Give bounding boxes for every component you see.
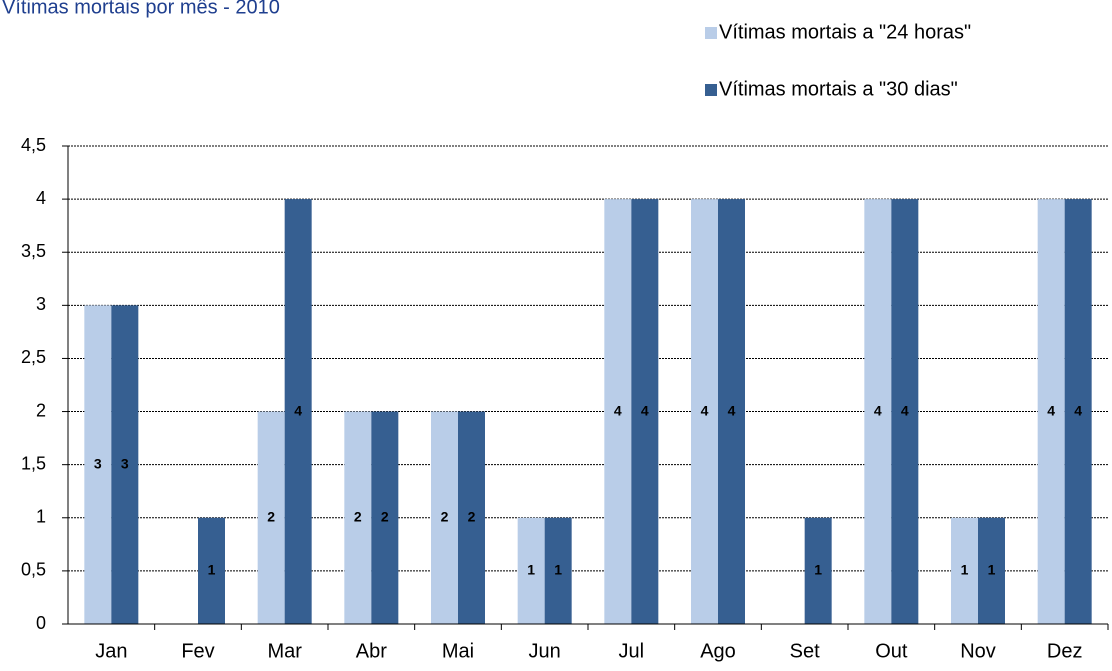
y-tick-label: 3,5 xyxy=(21,241,46,261)
y-tick-label: 4,5 xyxy=(21,135,46,155)
legend-label: Vítimas mortais a "24 horas" xyxy=(719,21,971,43)
data-label: 4 xyxy=(1047,402,1055,418)
bar xyxy=(84,305,112,624)
y-tick-label: 2 xyxy=(36,400,46,420)
bar xyxy=(604,199,632,624)
y-tick-label: 1,5 xyxy=(21,453,46,473)
x-tick-label: Mai xyxy=(442,640,474,662)
data-label: 2 xyxy=(468,508,476,524)
data-label: 4 xyxy=(1074,402,1082,418)
bar xyxy=(978,517,1005,624)
data-label: 4 xyxy=(728,402,736,418)
x-tick-label: Jul xyxy=(619,640,645,662)
x-tick-label: Fev xyxy=(181,640,214,662)
bar xyxy=(864,199,892,624)
x-tick-label: Out xyxy=(875,640,908,662)
data-label: 1 xyxy=(527,562,535,578)
legend-label: Vítimas mortais a "30 dias" xyxy=(719,78,958,100)
data-label: 4 xyxy=(294,402,302,418)
y-tick-label: 4 xyxy=(36,188,46,208)
data-label: 1 xyxy=(988,562,996,578)
data-label: 2 xyxy=(354,508,362,524)
x-tick-label: Dez xyxy=(1047,640,1083,662)
data-label: 2 xyxy=(267,508,275,524)
data-label: 4 xyxy=(701,402,709,418)
x-tick-label: Mar xyxy=(267,640,302,662)
x-tick-label: Set xyxy=(790,640,820,662)
bar xyxy=(1064,199,1092,624)
data-label: 4 xyxy=(614,402,622,418)
bar xyxy=(344,411,372,624)
data-label: 3 xyxy=(121,455,129,471)
data-label: 4 xyxy=(874,402,882,418)
legend-swatch xyxy=(705,27,717,39)
bar xyxy=(371,411,399,624)
data-label: 4 xyxy=(901,402,909,418)
bar xyxy=(1037,199,1065,624)
data-label: 3 xyxy=(94,455,102,471)
bar xyxy=(257,411,285,624)
bar xyxy=(691,199,718,624)
x-tick-label: Jan xyxy=(95,640,127,662)
bar xyxy=(431,411,458,624)
y-tick-label: 3 xyxy=(36,294,46,314)
bar xyxy=(804,517,832,624)
bar xyxy=(111,305,139,624)
y-tick-label: 0,5 xyxy=(21,560,46,580)
bar xyxy=(631,199,659,624)
data-label: 1 xyxy=(961,562,969,578)
x-tick-label: Jun xyxy=(529,640,561,662)
bar xyxy=(891,199,919,624)
data-label: 1 xyxy=(554,562,562,578)
x-tick-label: Ago xyxy=(700,640,736,662)
bar xyxy=(517,517,545,624)
data-label: 1 xyxy=(814,562,822,578)
y-tick-label: 0 xyxy=(36,613,46,633)
bar xyxy=(284,199,312,624)
data-label: 4 xyxy=(641,402,649,418)
bar xyxy=(198,517,225,624)
data-label: 1 xyxy=(208,562,216,578)
bar xyxy=(544,517,572,624)
chart-title: Vítimas mortais por mês - 2010 xyxy=(2,0,280,18)
y-tick-label: 2,5 xyxy=(21,347,46,367)
y-tick-label: 1 xyxy=(36,507,46,527)
x-tick-label: Abr xyxy=(356,640,387,662)
data-label: 2 xyxy=(381,508,389,524)
data-label: 2 xyxy=(441,508,449,524)
legend-swatch xyxy=(705,84,717,96)
x-tick-label: Nov xyxy=(960,640,996,662)
bar xyxy=(951,517,978,624)
bar xyxy=(718,199,745,624)
bar xyxy=(458,411,485,624)
